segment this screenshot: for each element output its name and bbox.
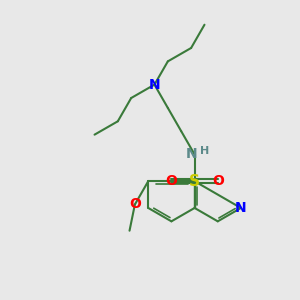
Text: N: N bbox=[148, 78, 160, 92]
Text: N: N bbox=[186, 148, 197, 161]
Text: O: O bbox=[165, 174, 177, 188]
Text: N: N bbox=[235, 201, 247, 215]
Text: H: H bbox=[200, 146, 210, 157]
Text: S: S bbox=[189, 174, 200, 189]
Text: O: O bbox=[212, 174, 224, 188]
Text: O: O bbox=[129, 197, 141, 212]
